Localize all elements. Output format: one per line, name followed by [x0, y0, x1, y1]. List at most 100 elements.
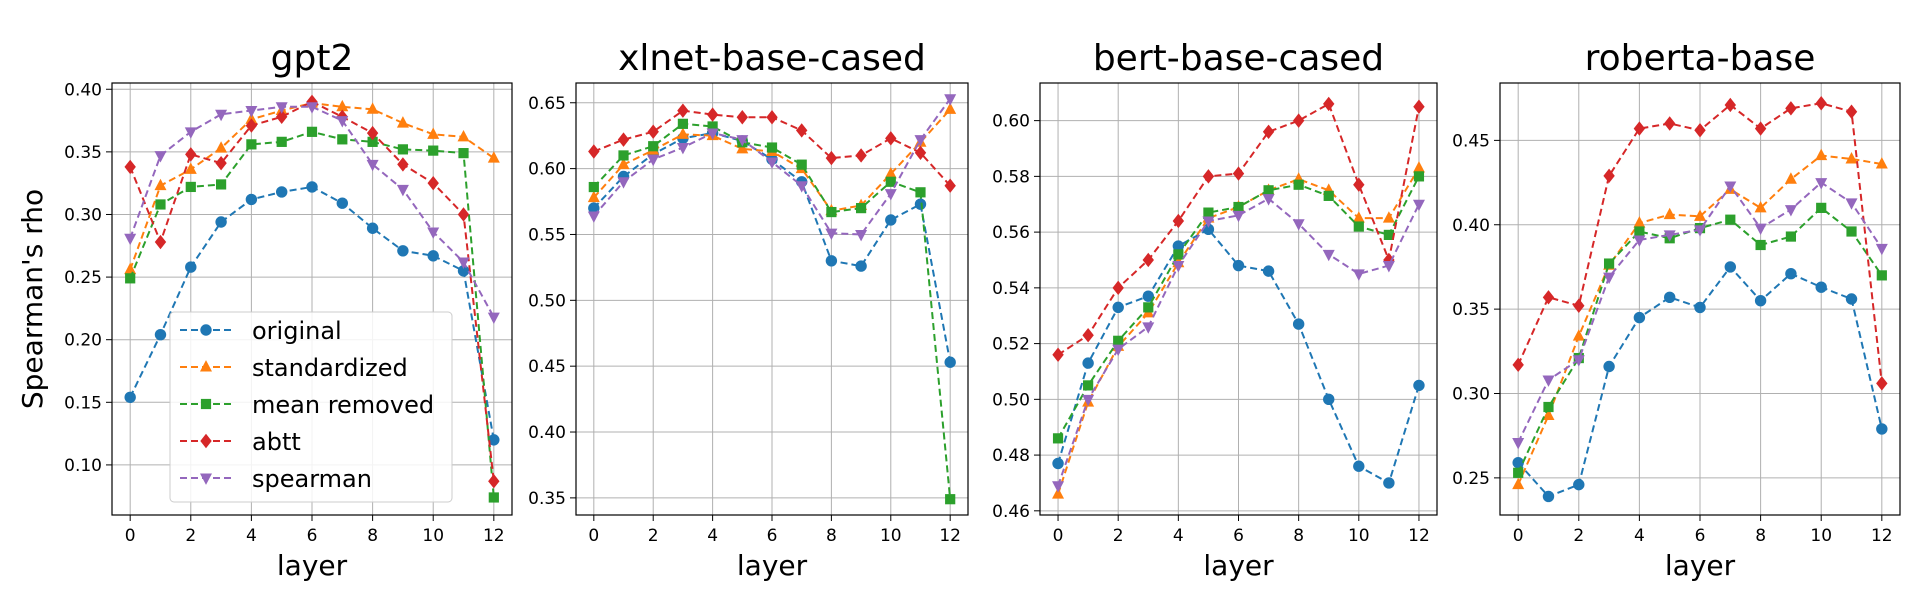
series-mean-removed	[1052, 171, 1425, 444]
data-point	[1232, 166, 1245, 181]
chart-title: bert-base-cased	[1093, 38, 1384, 79]
data-point	[1202, 169, 1215, 184]
y-tick-label: 0.48	[992, 446, 1030, 466]
data-point	[1572, 329, 1585, 341]
x-tick-label: 10	[880, 526, 902, 546]
data-point	[826, 206, 837, 218]
data-point	[215, 179, 227, 190]
data-point	[1815, 148, 1828, 161]
data-point	[1383, 229, 1394, 240]
data-point	[1663, 230, 1676, 242]
y-tick-label: 0.10	[64, 456, 102, 476]
data-point	[617, 177, 630, 189]
data-point	[488, 473, 500, 489]
legend-entry: abtt	[180, 428, 301, 456]
data-point	[588, 181, 599, 193]
data-point	[246, 139, 257, 150]
data-point	[1353, 177, 1365, 192]
data-point	[337, 134, 348, 145]
x-tick-label: 6	[1695, 526, 1706, 546]
data-point	[1573, 298, 1585, 313]
x-tick-label: 12	[939, 526, 961, 546]
x-tick-label: 0	[588, 526, 599, 546]
data-point	[1815, 281, 1827, 293]
data-point	[676, 143, 689, 155]
data-point	[1142, 252, 1154, 268]
data-point	[397, 157, 409, 172]
data-point	[855, 260, 867, 272]
data-point	[1232, 259, 1245, 272]
x-tick-label: 2	[648, 526, 659, 546]
data-point	[215, 109, 228, 122]
data-point	[944, 94, 957, 106]
data-point	[1052, 347, 1064, 362]
data-point	[487, 151, 500, 163]
series-spearman	[587, 94, 957, 242]
legend-marker	[200, 473, 212, 485]
data-point	[306, 126, 318, 137]
data-point	[457, 129, 470, 142]
data-point	[884, 166, 897, 179]
data-point	[427, 250, 439, 262]
x-tick-label: 6	[307, 526, 318, 546]
data-point	[336, 99, 349, 112]
data-point	[366, 125, 379, 141]
data-point	[1142, 322, 1155, 334]
data-point	[1352, 211, 1365, 223]
data-point	[185, 261, 197, 273]
data-point	[1112, 344, 1125, 357]
data-point	[1262, 124, 1275, 139]
data-point	[1112, 301, 1124, 314]
legend-entry: original	[180, 317, 342, 345]
data-point	[1052, 457, 1064, 470]
data-point	[1412, 199, 1425, 212]
data-point	[245, 193, 258, 206]
legend-label: spearman	[252, 465, 372, 493]
data-point	[1052, 487, 1065, 499]
legend-entry: standardized	[180, 354, 408, 382]
series-mean-removed	[125, 126, 499, 503]
data-point	[1754, 294, 1767, 307]
legend-marker	[200, 398, 212, 410]
data-point	[914, 198, 927, 210]
x-tick-label: 8	[367, 526, 378, 546]
data-point	[587, 211, 600, 223]
data-point	[1725, 214, 1736, 225]
data-point	[427, 175, 439, 191]
y-tick-label: 0.30	[64, 205, 102, 225]
data-point	[1323, 393, 1335, 406]
data-point	[1322, 249, 1335, 262]
y-tick-label: 0.60	[992, 112, 1030, 132]
data-point	[1353, 221, 1364, 232]
data-point	[707, 121, 718, 132]
x-tick-label: 2	[1573, 526, 1584, 546]
x-tick-label: 8	[1293, 526, 1304, 546]
data-point	[766, 142, 778, 153]
data-point	[336, 197, 349, 209]
data-point	[1292, 113, 1305, 128]
panel-2: 0 2 4 6 8 10 12 0.46 0.48 0.50 0.52 0.54 0.56 0.58 0.6…	[992, 38, 1438, 582]
data-point	[1082, 357, 1094, 369]
data-point	[1052, 481, 1065, 493]
data-point	[124, 159, 136, 175]
data-point	[766, 157, 778, 169]
data-point	[795, 123, 808, 138]
data-point	[306, 181, 318, 193]
series-abtt	[1512, 96, 1888, 391]
data-point	[154, 234, 167, 250]
legend-marker	[200, 360, 212, 372]
data-point	[276, 136, 287, 147]
data-point	[1412, 161, 1425, 173]
data-point	[706, 128, 719, 140]
data-point	[488, 492, 499, 503]
data-point	[1754, 200, 1767, 213]
data-point	[944, 356, 956, 368]
data-point	[825, 150, 838, 166]
data-point	[617, 132, 630, 147]
data-point	[647, 124, 659, 139]
data-point	[736, 135, 749, 147]
data-point	[1232, 210, 1245, 223]
y-tick-label: 0.30	[1452, 385, 1490, 405]
y-tick-label: 0.25	[1452, 469, 1490, 489]
